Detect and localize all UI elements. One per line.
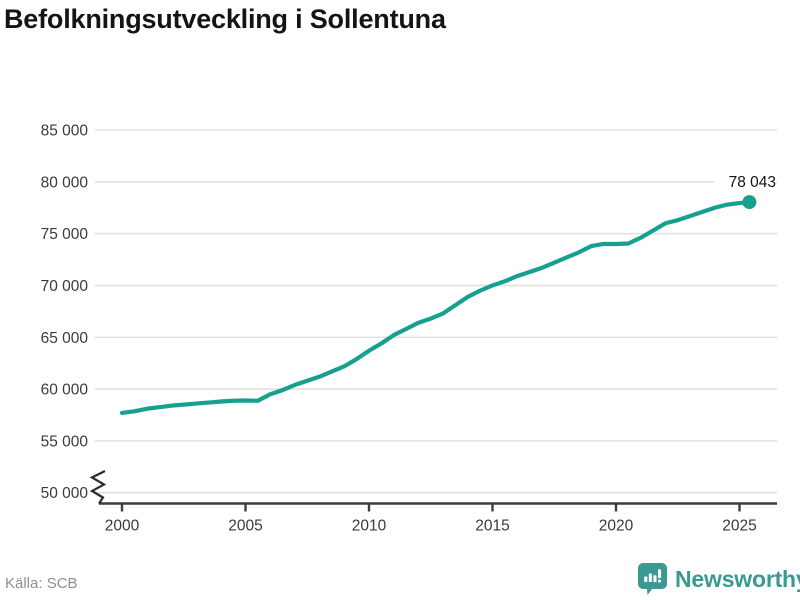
svg-text:50 000: 50 000 — [41, 485, 89, 502]
svg-text:2005: 2005 — [228, 518, 262, 535]
svg-text:85 000: 85 000 — [41, 123, 89, 140]
svg-text:65 000: 65 000 — [41, 330, 89, 347]
source-label: Källa: SCB — [5, 575, 78, 592]
newsworthy-logo[interactable]: Newsworthy — [638, 563, 800, 595]
svg-text:2010: 2010 — [352, 518, 387, 535]
svg-text:2000: 2000 — [105, 518, 140, 535]
svg-text:2025: 2025 — [722, 518, 756, 535]
svg-text:70 000: 70 000 — [41, 278, 89, 295]
svg-text:80 000: 80 000 — [41, 174, 89, 191]
y-axis-tick-labels: 50 000 55 000 60 000 65 000 70 000 75 000 80 0… — [41, 123, 89, 503]
svg-text:2015: 2015 — [475, 518, 509, 535]
x-axis — [99, 502, 777, 512]
svg-text:60 000: 60 000 — [41, 382, 89, 399]
gridlines — [95, 129, 777, 494]
y-axis-break-icon — [89, 470, 107, 505]
svg-text:2020: 2020 — [599, 518, 634, 535]
population-line-series — [119, 195, 757, 416]
newsworthy-logo-icon — [638, 563, 667, 595]
svg-text:75 000: 75 000 — [41, 226, 89, 243]
svg-text:55 000: 55 000 — [41, 433, 89, 450]
chart-title: Befolkningsutveckling i Sollentuna — [4, 4, 446, 34]
x-axis-tick-labels: 2000 2005 2010 2015 2020 2025 — [105, 518, 757, 535]
newsworthy-wordmark: Newsworthy — [675, 565, 800, 592]
svg-text:78 043: 78 043 — [729, 174, 776, 191]
latest-value-annotation: 78 043 — [714, 172, 776, 191]
population-line-chart: 50 000 55 000 60 000 65 000 70 000 75 000 80 0… — [41, 123, 777, 535]
